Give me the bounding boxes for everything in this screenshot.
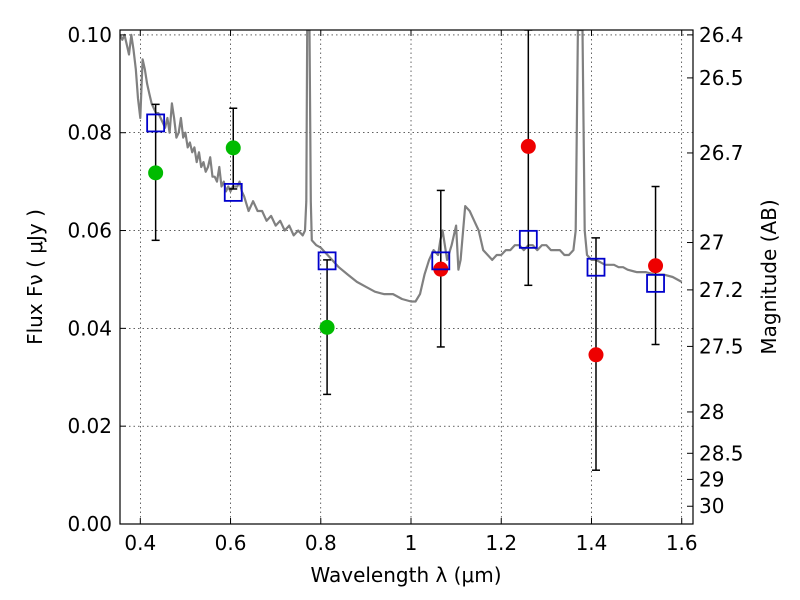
y-tick-label: 0.02 <box>67 414 112 438</box>
plot-background <box>120 30 693 524</box>
y-axis-label: Flux Fν ( μJy ) <box>23 209 47 345</box>
observed-flux-point <box>520 138 536 154</box>
x-tick-label: 0.6 <box>215 531 247 555</box>
y2-axis-label: Magnitude (AB) <box>757 199 781 354</box>
observed-flux-point <box>648 258 664 274</box>
model-photometry-square <box>431 251 451 271</box>
y2-tick-label: 27.2 <box>699 278 744 302</box>
model-photometry-square <box>223 182 243 202</box>
observed-flux-point <box>148 165 164 181</box>
y-tick-label: 0.00 <box>67 512 112 536</box>
model-photometry-square <box>646 273 665 293</box>
model-photometry-square <box>518 229 538 249</box>
y-tick-label: 0.06 <box>67 219 112 243</box>
y2-tick-label: 26.5 <box>699 66 744 90</box>
y-tick-label: 0.10 <box>67 23 112 47</box>
observed-flux-point <box>225 140 241 156</box>
y2-tick-label: 28.5 <box>699 441 744 465</box>
x-tick-label: 1.2 <box>485 531 517 555</box>
y2-tick-label: 26.7 <box>699 141 744 165</box>
y-tick-label: 0.04 <box>67 316 112 340</box>
x-tick-label: 0.8 <box>305 531 337 555</box>
y2-tick-label: 29 <box>699 467 724 491</box>
plot-area <box>120 30 683 471</box>
y2-tick-label: 27 <box>699 231 724 255</box>
y2-tick-label: 30 <box>699 494 724 518</box>
model-photometry-square <box>317 251 337 271</box>
y2-tick-label: 28 <box>699 400 724 424</box>
observed-flux-point <box>319 319 335 335</box>
axes: 0.4 0.6 0.8 1 1.2 1.4 1.6 0.00 0.02 0.04 0.06 0.08 0… <box>67 23 743 555</box>
x-tick-label: 1 <box>405 531 418 555</box>
grid <box>120 30 693 525</box>
plot-frame <box>119 29 694 525</box>
y-tick-label: 0.08 <box>67 121 112 145</box>
y2-tick-label: 27.5 <box>699 334 744 358</box>
observed-flux-point <box>588 347 604 363</box>
y2-tick-label: 26.4 <box>699 23 744 47</box>
model-spectrum-line <box>120 30 683 303</box>
x-tick-label: 1.4 <box>576 531 608 555</box>
x-tick-label: 1.6 <box>666 531 698 555</box>
x-tick-label: 0.4 <box>124 531 156 555</box>
model-photometry-square <box>586 257 606 277</box>
x-axis-label: Wavelength λ (μm) <box>310 563 501 587</box>
model-photometry-square <box>146 113 166 133</box>
